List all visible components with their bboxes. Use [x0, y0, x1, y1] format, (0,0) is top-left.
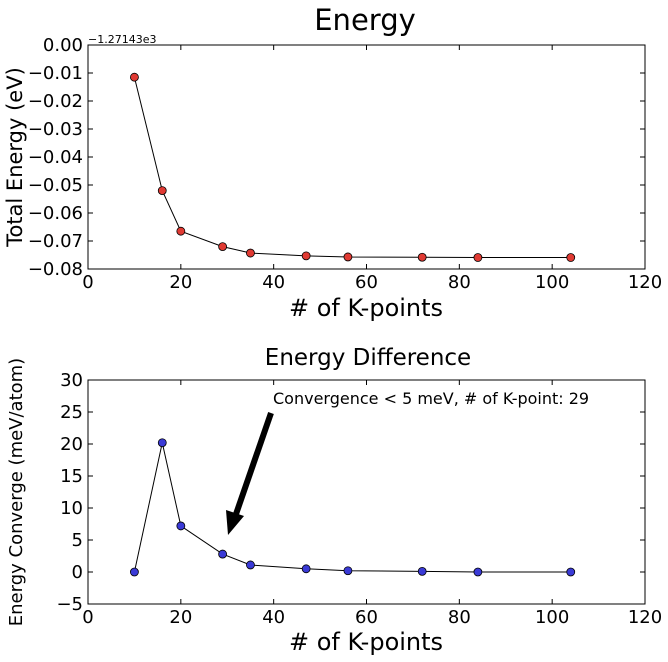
plot-area [87, 44, 646, 270]
data-point [157, 186, 167, 196]
y-tick-label: −0.08 [28, 259, 83, 280]
series-line [133, 77, 571, 259]
x-tick-label: 80 [448, 607, 471, 628]
chart-title: Energy Difference [265, 345, 471, 371]
y-tick-label: −0.03 [28, 119, 83, 140]
data-point [301, 564, 311, 574]
series-points [130, 438, 576, 577]
x-tick-label: 120 [628, 607, 662, 628]
data-point [130, 72, 139, 82]
y-offset-text: −1.27143e3 [88, 33, 156, 46]
x-axis-label: # of K-points [289, 294, 443, 322]
data-point [176, 521, 186, 531]
y-tick-label: −0.01 [28, 63, 83, 84]
x-tick-label: 40 [262, 272, 285, 293]
data-point [566, 253, 576, 262]
y-tick-label: 5 [72, 530, 83, 551]
y-tick-label: −0.04 [28, 147, 83, 168]
data-point [130, 567, 139, 577]
y-tick-label: 10 [60, 498, 83, 519]
x-tick-label: 100 [535, 607, 569, 628]
x-tick-label: 0 [82, 607, 93, 628]
annotation-text: Convergence < 5 meV, # of K-point: 29 [273, 389, 589, 408]
y-tick-label: 30 [60, 370, 83, 391]
x-tick-label: 20 [169, 607, 192, 628]
y-axis-label: Total Energy (eV) [3, 67, 27, 248]
data-point [218, 242, 228, 252]
x-tick-label: 60 [355, 607, 378, 628]
energy-chart: Energy −1.27143e3 0 20 40 60 80 100 120 0.00 −0.… [3, 3, 662, 322]
data-point [301, 251, 311, 261]
x-tick-label: 20 [169, 272, 192, 293]
y-tick-label: 0.00 [43, 35, 83, 56]
data-point [417, 252, 427, 262]
y-tick-label: −0.07 [28, 231, 83, 252]
x-axis-label: # of K-points [289, 628, 443, 656]
y-tick-label: −0.06 [28, 203, 83, 224]
y-tick-label: 25 [60, 402, 83, 423]
y-tick-label: −0.02 [28, 91, 83, 112]
annotation-arrow [226, 412, 274, 535]
x-tick-label: 100 [535, 272, 569, 293]
axis-ticks: 0 20 40 60 80 100 120 0.00 −0.01 −0.02 −0.03 −0.04 −… [28, 35, 662, 293]
x-tick-label: 80 [448, 272, 471, 293]
series-points [130, 72, 576, 262]
data-point [473, 253, 483, 262]
x-tick-label: 120 [628, 272, 662, 293]
data-point [566, 567, 576, 577]
data-point [176, 226, 186, 236]
series-polyline [133, 77, 571, 259]
y-tick-label: 0 [72, 562, 83, 583]
data-point [343, 252, 353, 262]
y-tick-label: −0.05 [28, 175, 83, 196]
energy-difference-chart: Energy Difference 0 20 40 60 80 100 1203025201… [6, 345, 662, 656]
data-point [473, 567, 483, 577]
x-tick-label: 40 [262, 607, 285, 628]
data-point [417, 566, 427, 576]
data-point [157, 438, 167, 448]
chart-title: Energy [314, 3, 416, 37]
data-point [246, 560, 255, 570]
x-tick-label: 60 [355, 272, 378, 293]
series-line [133, 442, 571, 573]
y-tick-label: 20 [60, 434, 83, 455]
series-polyline [133, 442, 571, 573]
x-tick-label: 0 [82, 272, 93, 293]
data-point [343, 566, 353, 576]
y-tick-label: −5 [56, 594, 83, 615]
y-axis-label: Energy Converge (meV/atom) [6, 358, 27, 626]
data-point [218, 549, 228, 559]
y-tick-label: 15 [60, 466, 83, 487]
data-point [246, 248, 255, 258]
